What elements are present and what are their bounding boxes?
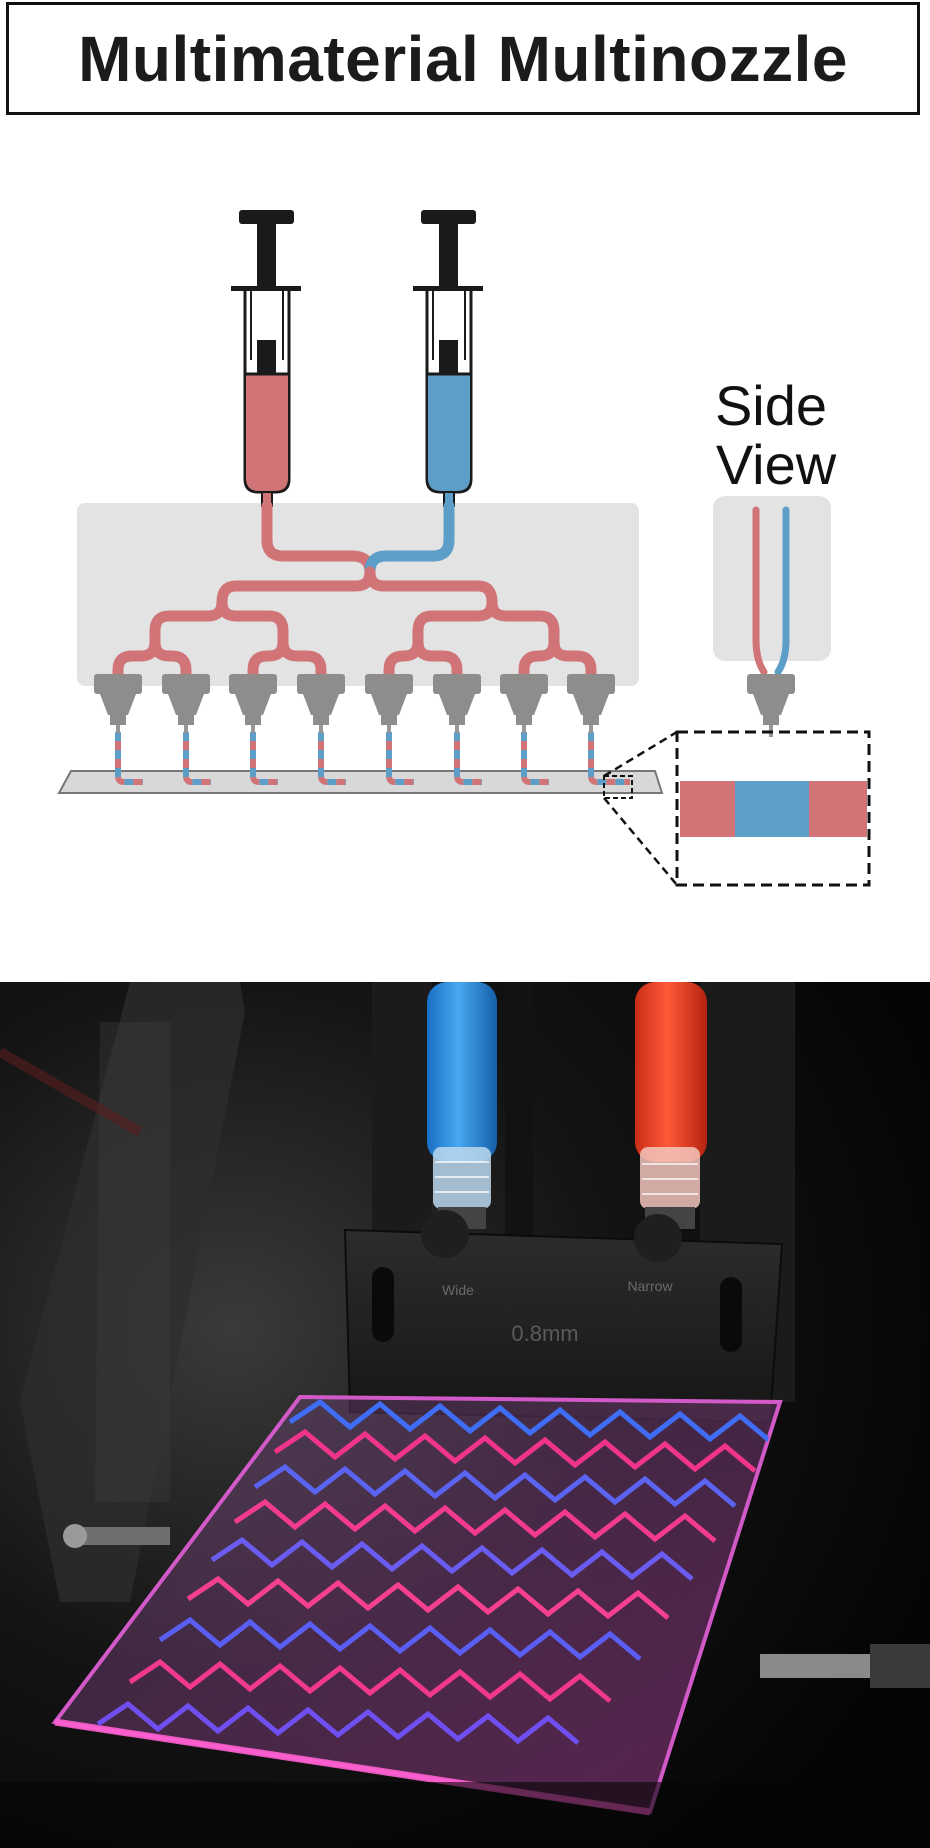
side-view-nozzle xyxy=(747,674,795,737)
figure-title: Multimaterial Multinozzle xyxy=(78,22,848,95)
nozzle xyxy=(229,674,277,733)
printhead-manifold xyxy=(77,503,639,686)
nozzle xyxy=(162,674,210,733)
title-box: Multimaterial Multinozzle xyxy=(6,2,920,115)
nozzle xyxy=(94,674,142,733)
zoom-detail xyxy=(675,730,871,887)
bg-frame-left xyxy=(20,982,245,1602)
zoom-source-box xyxy=(603,775,633,799)
side-view-label-line1: Side xyxy=(715,374,827,437)
port-label-wide: Wide xyxy=(442,1282,474,1298)
nozzle-size-label: 0.8mm xyxy=(511,1321,578,1346)
printed-filaments xyxy=(115,732,630,785)
nozzle-row xyxy=(94,674,615,733)
red-ink-tube xyxy=(635,982,707,1162)
manifold-channels xyxy=(112,500,597,688)
nozzle xyxy=(567,674,615,733)
syringe-red xyxy=(231,210,301,507)
printhead-block: Wide Narrow 0.8mm xyxy=(343,1210,784,1424)
port-label-narrow: Narrow xyxy=(627,1278,673,1294)
printhead-photo: Wide Narrow 0.8mm xyxy=(0,982,930,1848)
syringe-blue xyxy=(413,210,483,507)
nozzle xyxy=(433,674,481,733)
side-view-manifold xyxy=(713,496,831,661)
nozzle xyxy=(365,674,413,733)
side-view-label-line2: View xyxy=(716,433,837,496)
side-screws xyxy=(63,1524,930,1688)
multinozzle-schematic: Side View xyxy=(57,210,871,887)
side-view-channels xyxy=(752,506,790,676)
blue-ink-tube xyxy=(427,982,497,1162)
zoom-line-top xyxy=(603,730,678,778)
nozzle xyxy=(500,674,548,733)
printed-lattice-plate xyxy=(51,1394,783,1816)
nozzle xyxy=(297,674,345,733)
zoom-line-bottom xyxy=(603,797,678,886)
substrate xyxy=(57,770,664,794)
